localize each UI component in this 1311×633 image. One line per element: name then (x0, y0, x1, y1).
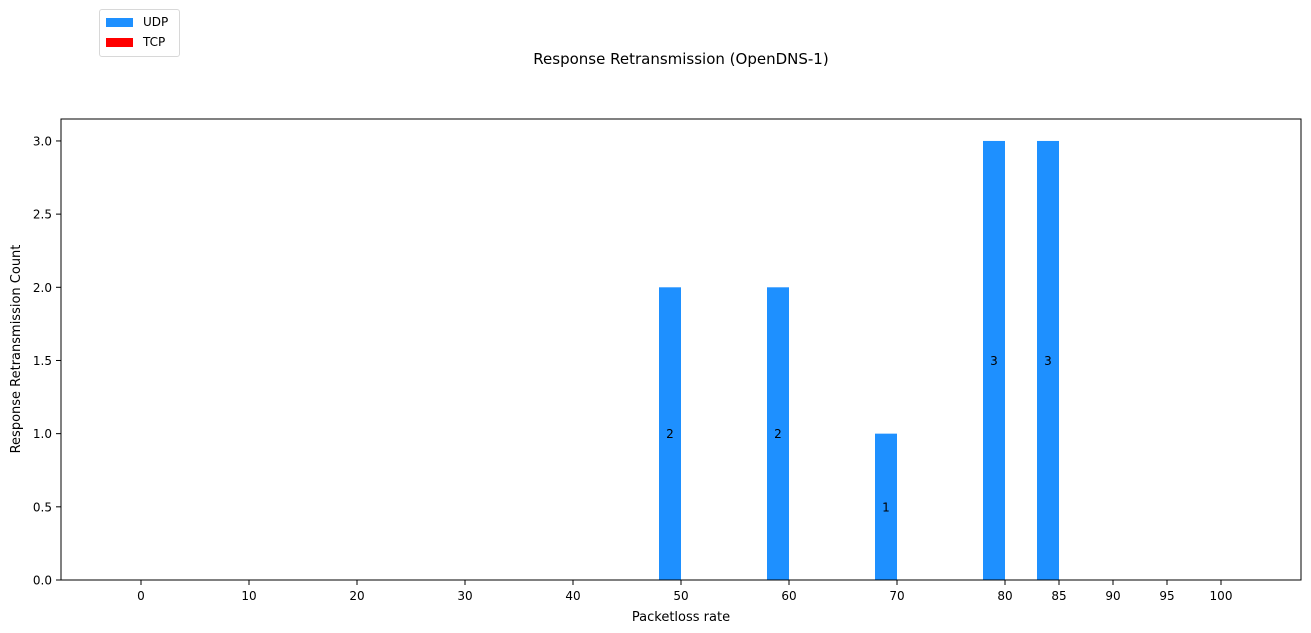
bar-udp (875, 433, 897, 580)
x-axis: 0 10 20 30 40 50 60 70 80 85 90 95 100 (137, 580, 1232, 603)
x-tick-label: 30 (457, 589, 472, 603)
bar-labels-layer: 2 2 1 3 3 (666, 354, 1052, 514)
legend-swatch-udp (106, 17, 133, 27)
bar-udp (767, 287, 789, 580)
legend-swatch-tcp (106, 37, 133, 47)
bar-value-label: 1 (882, 500, 890, 514)
x-tick-label: 50 (673, 589, 688, 603)
x-tick-label: 100 (1210, 589, 1233, 603)
y-tick-label: 0.0 (33, 574, 52, 588)
bar-value-label: 3 (1044, 354, 1052, 368)
legend-item-udp: UDP (106, 15, 168, 29)
y-tick-label: 3.0 (33, 134, 52, 148)
legend-label-tcp: TCP (143, 35, 166, 49)
x-tick-label: 40 (565, 589, 580, 603)
y-tick-label: 1.5 (33, 354, 52, 368)
legend-item-tcp: TCP (106, 35, 165, 49)
x-tick-label: 0 (137, 589, 145, 603)
bar-udp (983, 140, 1005, 580)
x-tick-label: 10 (241, 589, 256, 603)
x-tick-label: 90 (1105, 589, 1120, 603)
x-tick-label: 80 (997, 589, 1012, 603)
y-tick-label: 1.0 (33, 427, 52, 441)
bar-value-label: 3 (990, 354, 998, 368)
bar-value-label: 2 (774, 427, 782, 441)
chart-title: Response Retransmission (OpenDNS-1) (533, 50, 828, 68)
y-tick-label: 2.0 (33, 281, 52, 295)
bar-udp (1037, 140, 1059, 580)
y-axis-label: Response Retransmission Count (9, 245, 24, 454)
y-tick-label: 2.5 (33, 208, 52, 222)
x-tick-label: 85 (1051, 589, 1066, 603)
x-axis-label: Packetloss rate (632, 610, 730, 625)
x-tick-label: 95 (1159, 589, 1174, 603)
bar-udp (659, 287, 681, 580)
y-tick-label: 0.5 (33, 500, 52, 514)
x-tick-label: 60 (781, 589, 796, 603)
x-tick-label: 70 (889, 589, 904, 603)
x-tick-label: 20 (349, 589, 364, 603)
bar-value-label: 2 (666, 427, 674, 441)
legend: UDP TCP (99, 9, 180, 57)
legend-label-udp: UDP (143, 15, 169, 29)
bars-layer (659, 140, 1059, 580)
y-axis: 0.0 0.5 1.0 1.5 2.0 2.5 3.0 (33, 134, 61, 588)
